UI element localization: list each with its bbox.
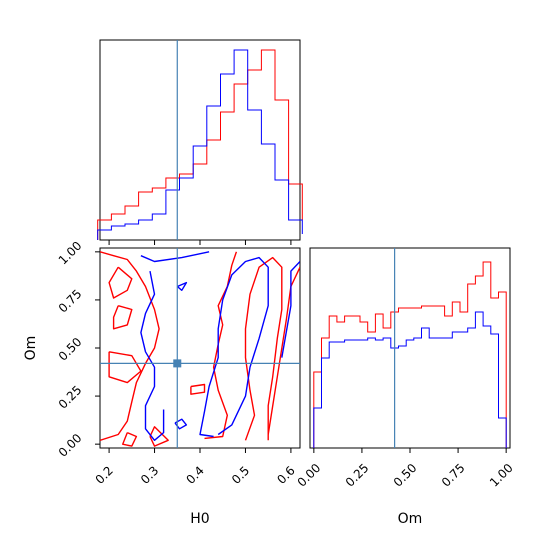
hist-Om-xtick-label: 0.75 (439, 461, 468, 490)
joint-series-1-contour-3 (199, 256, 269, 438)
truth-marker (173, 359, 182, 368)
joint-series-1-contour-2 (174, 418, 188, 430)
joint-series-0-contour-8 (267, 266, 300, 435)
joint-ytick-label: 0.75 (56, 287, 85, 316)
joint-ytick-label: 0.50 (56, 335, 85, 364)
joint-xtick-label: 0.3 (138, 463, 161, 486)
hist-H0-series-1-hist (97, 49, 303, 240)
hist-Om-xtick-label: 0.25 (343, 461, 372, 490)
x-axis-label-om: Om (398, 511, 423, 527)
joint-series-0-contour-3 (108, 351, 142, 384)
joint-series-1-contour-0 (140, 251, 210, 263)
hist-h0-frame (99, 39, 301, 241)
joint-series-0-contour-0 (100, 251, 160, 441)
joint-series-0-contour-4 (122, 431, 138, 447)
y-axis-label-om: Om (23, 336, 39, 361)
joint-series-0-contour-1 (108, 266, 133, 299)
joint-series-1-contour-5 (176, 281, 188, 291)
joint-xtick-label: 0.4 (183, 463, 206, 486)
joint-ytick-label: 0.25 (56, 383, 85, 412)
joint-ytick-label: 1.00 (56, 239, 85, 268)
joint-series-1-contour-4 (281, 261, 300, 358)
hist-Om-xtick-label: 0.50 (391, 461, 420, 490)
joint-series-1-contour-1 (140, 270, 165, 441)
hist-Om-series-0-hist (313, 261, 507, 448)
joint-xtick-label: 0.6 (274, 463, 297, 486)
hist-H0-series-0-hist (97, 49, 303, 240)
joint-series-0-contour-7 (244, 256, 283, 441)
hist-Om-xtick-label: 0.00 (295, 461, 324, 490)
joint-xtick-label: 0.2 (93, 463, 116, 486)
hist-om-frame (309, 247, 511, 449)
joint-series-0-contour-6 (204, 251, 238, 440)
joint-series-0-contour-9 (190, 383, 206, 395)
joint-xtick-label: 0.5 (229, 463, 252, 486)
joint-ytick-label: 0.00 (56, 431, 85, 460)
joint-series-0-contour-5 (149, 426, 169, 447)
joint-series-0-contour-2 (112, 305, 133, 330)
hist-Om-xtick-label: 1.00 (487, 461, 516, 490)
x-axis-label-h0: H0 (190, 511, 209, 527)
hist-Om-series-1-hist (313, 311, 507, 448)
